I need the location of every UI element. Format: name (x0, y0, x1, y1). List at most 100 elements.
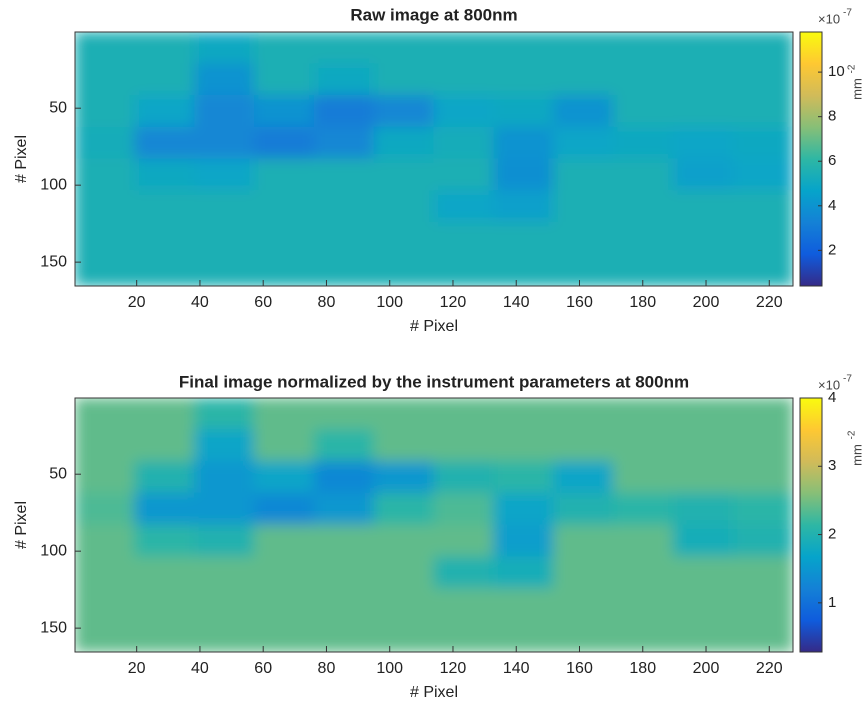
colorbar-tick-label: 4 (828, 389, 836, 406)
heatmap-cell (134, 95, 196, 128)
heatmap-cell (553, 619, 614, 652)
heatmap-cell (313, 190, 375, 223)
x-tick-label: 200 (693, 294, 720, 311)
x-tick-label: 100 (376, 660, 403, 677)
heatmap-cell (254, 588, 315, 621)
heatmap-cell (732, 429, 793, 462)
heatmap-cell (313, 32, 375, 65)
heatmap-cell (254, 158, 315, 192)
heatmap-cell (493, 492, 555, 526)
heatmap-cell (672, 253, 734, 286)
x-tick-label: 60 (254, 294, 272, 311)
x-tick-label: 200 (693, 660, 720, 677)
heatmap-cell (732, 461, 793, 494)
heatmap-cell (732, 190, 793, 223)
heatmap-cell (493, 619, 555, 652)
heatmap-cell (732, 32, 793, 65)
heatmap-cell (254, 190, 315, 223)
heatmap-cell (194, 126, 255, 160)
colorbar-tick-label: 10 (828, 63, 845, 80)
heatmap-cell (313, 619, 375, 652)
heatmap-cell (672, 63, 734, 96)
x-axis-label: # Pixel (410, 318, 458, 335)
heatmap-cell (254, 126, 315, 160)
heatmap-cell (672, 492, 734, 526)
heatmap-cell (134, 253, 196, 286)
heatmap-cell (732, 398, 793, 431)
heatmap-cell (254, 461, 315, 494)
heatmap-cell (373, 190, 435, 223)
heatmap-cell (75, 619, 136, 652)
heatmap-cell (732, 556, 793, 589)
x-tick-label: 20 (128, 660, 146, 677)
heatmap-clip (75, 398, 793, 652)
heatmap-cell (553, 588, 614, 621)
heatmap-cell (373, 398, 435, 431)
heatmap-cell (75, 556, 136, 589)
x-tick-label: 20 (128, 294, 146, 311)
x-tick-label: 160 (566, 294, 593, 311)
heatmap (75, 398, 793, 652)
colorbar (799, 31, 823, 287)
heatmap-cell (313, 253, 375, 286)
y-tick-label: 100 (40, 542, 67, 559)
colorbar-exponent: -7 (843, 8, 852, 19)
heatmap-cell (493, 63, 555, 96)
x-tick-label: 220 (756, 660, 783, 677)
heatmap-cell (732, 126, 793, 160)
heatmap-cell (672, 429, 734, 462)
colorbar-tick-label: 8 (828, 108, 836, 125)
heatmap-cell (613, 158, 674, 192)
heatmap-cell (553, 253, 614, 286)
x-tick-label: 60 (254, 660, 272, 677)
heatmap-cell (134, 126, 196, 160)
y-tick-label: 150 (40, 253, 67, 270)
heatmap-cell (493, 398, 555, 431)
heatmap-cell (134, 619, 196, 652)
heatmap-cell (75, 222, 136, 255)
heatmap-cell (672, 95, 734, 128)
heatmap-cell (672, 158, 734, 192)
heatmap-cell (194, 398, 255, 431)
y-tick-label: 100 (40, 176, 67, 193)
heatmap-cell (134, 222, 196, 255)
heatmap-cell (672, 556, 734, 589)
heatmap-cell (313, 429, 375, 462)
heatmap-cell (613, 619, 674, 652)
heatmap-cell (672, 126, 734, 160)
heatmap-cell (613, 461, 674, 494)
y-tick-label: 150 (40, 619, 67, 636)
heatmap-cell (493, 429, 555, 462)
heatmap-cell (433, 461, 495, 494)
heatmap-cell (553, 429, 614, 462)
heatmap-cell (254, 32, 315, 65)
heatmap-cell (75, 524, 136, 558)
heatmap-cell (493, 222, 555, 255)
heatmap-cell (433, 95, 495, 128)
colorbar-unit-exponent: -2 (847, 64, 858, 73)
heatmap-cell (373, 619, 435, 652)
heatmap-cell (373, 492, 435, 526)
heatmap-cell (433, 524, 495, 558)
heatmap-cell (254, 556, 315, 589)
heatmap-cell (194, 63, 255, 96)
colorbar-exponent: -7 (843, 374, 852, 385)
heatmap-cell (134, 556, 196, 589)
y-tick-label: 50 (49, 99, 67, 116)
heatmap-cell (373, 253, 435, 286)
heatmap-cell (313, 95, 375, 128)
heatmap-cell (313, 556, 375, 589)
heatmap-cell (254, 95, 315, 128)
heatmap-cell (194, 222, 255, 255)
heatmap-cell (373, 556, 435, 589)
heatmap-cell (613, 253, 674, 286)
heatmap-cell (373, 222, 435, 255)
x-tick-label: 100 (376, 294, 403, 311)
heatmap-cell (254, 253, 315, 286)
heatmap-cell (553, 95, 614, 128)
heatmap-cell (613, 32, 674, 65)
colorbar-multiplier: ×10 (818, 377, 840, 392)
heatmap-cell (194, 619, 255, 652)
heatmap-cell (672, 619, 734, 652)
heatmap-cell (553, 32, 614, 65)
